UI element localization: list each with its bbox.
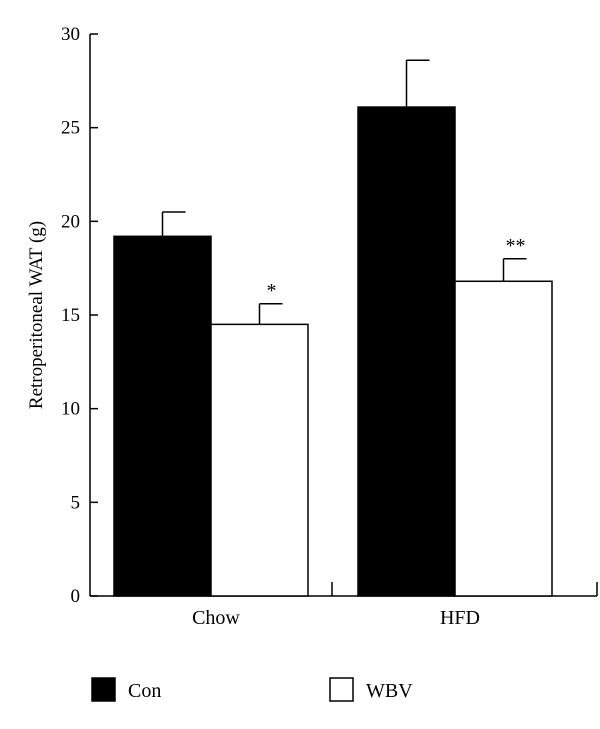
bar-wbv-chow xyxy=(210,323,309,597)
y-tick-label: 25 xyxy=(61,118,80,139)
bars xyxy=(113,59,553,597)
bar-wbv-hfd xyxy=(454,280,553,597)
legend: Con WBV xyxy=(91,677,413,702)
significance-marker: * xyxy=(267,280,277,302)
y-axis-title: Retroperitoneal WAT (g) xyxy=(26,221,47,409)
y-tick-label: 0 xyxy=(71,586,81,607)
y-tick-label: 10 xyxy=(61,399,80,420)
legend-label-con: Con xyxy=(128,680,161,702)
y-tick-label: 5 xyxy=(71,492,81,513)
legend-swatch-wbv xyxy=(329,677,354,702)
y-tick-label: 15 xyxy=(61,305,80,326)
y-tick-label: 20 xyxy=(61,211,80,232)
bar-con-chow xyxy=(113,235,212,597)
legend-label-wbv: WBV xyxy=(366,680,413,702)
legend-swatch-con xyxy=(91,677,116,702)
y-tick-label: 30 xyxy=(61,24,80,45)
labels: 0 5 10 15 20 25 30 Retroperitoneal WAT (g) * Chow… xyxy=(26,24,526,629)
x-category-label: Chow xyxy=(192,607,240,629)
bar-con-hfd xyxy=(357,106,456,597)
x-category-label: HFD xyxy=(440,607,480,629)
significance-marker: ** xyxy=(506,235,526,257)
